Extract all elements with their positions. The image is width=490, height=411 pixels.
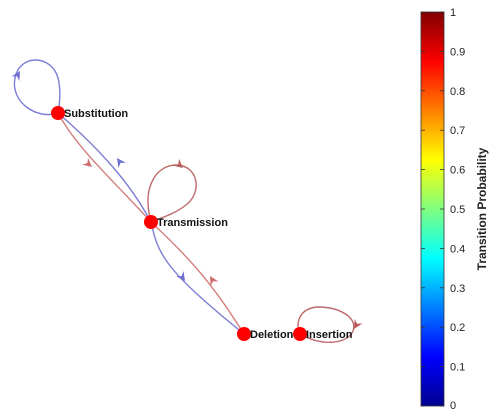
node-labels: Substitution Transmission Deletion Insertio… xyxy=(64,108,353,341)
colorbar-tick-label: 0.3 xyxy=(450,283,465,295)
edge-transmission-to-substitution xyxy=(57,112,152,223)
colorbar-tick-label: 0.5 xyxy=(450,204,465,216)
edge-insertion-to-insertion xyxy=(297,306,355,343)
node-deletion xyxy=(237,327,251,341)
arrowhead-substitution-to-substitution xyxy=(11,71,20,82)
node-transmission xyxy=(144,215,158,229)
colorbar-ticks: 0 0.1 0.2 0.3 0.4 0.5 0.6 0.7 0.8 0.9 1 xyxy=(421,7,465,411)
arrowhead-transmission-to-deletion xyxy=(176,271,185,281)
node-label-transmission: Transmission xyxy=(157,217,228,229)
node-insertion xyxy=(293,327,307,341)
node-substitution xyxy=(51,106,65,120)
colorbar-tick-label: 0.2 xyxy=(450,322,465,334)
edge-substitution-to-transmission xyxy=(57,112,152,223)
node-label-deletion: Deletion xyxy=(250,329,294,341)
edge-transmission-to-transmission xyxy=(147,164,197,223)
colorbar-tick-label: 0.7 xyxy=(450,125,465,137)
arrowhead-transmission-to-transmission xyxy=(173,158,183,168)
arrowhead-insertion-to-insertion xyxy=(354,318,363,329)
edge-deletion-to-transmission xyxy=(150,221,245,335)
colorbar-tick-label: 0.6 xyxy=(450,165,465,177)
colorbar-tick-label: 0.4 xyxy=(450,243,465,255)
colorbar-tick-label: 0.9 xyxy=(450,46,465,58)
arrowhead-transmission-to-substitution xyxy=(117,158,126,168)
colorbar-tick-label: 0 xyxy=(450,400,456,411)
node-label-insertion: Insertion xyxy=(306,329,353,341)
edge-transmission-to-deletion xyxy=(150,221,245,335)
colorbar-title: Transition Probability xyxy=(475,147,489,270)
arrowhead-substitution-to-transmission xyxy=(82,157,92,167)
edge-arrows xyxy=(11,71,363,329)
arrowhead-deletion-to-transmission xyxy=(210,276,219,287)
colorbar: 0 0.1 0.2 0.3 0.4 0.5 0.6 0.7 0.8 0.9 1 Transition… xyxy=(420,7,489,411)
edge-substitution-to-substitution xyxy=(13,59,61,116)
graph-edges xyxy=(13,59,355,343)
colorbar-tick-label: 0.1 xyxy=(450,362,465,374)
colorbar-tick-label: 1 xyxy=(450,7,456,19)
graph-nodes xyxy=(51,106,307,341)
node-label-substitution: Substitution xyxy=(64,108,128,120)
colorbar-tick-label: 0.8 xyxy=(450,86,465,98)
